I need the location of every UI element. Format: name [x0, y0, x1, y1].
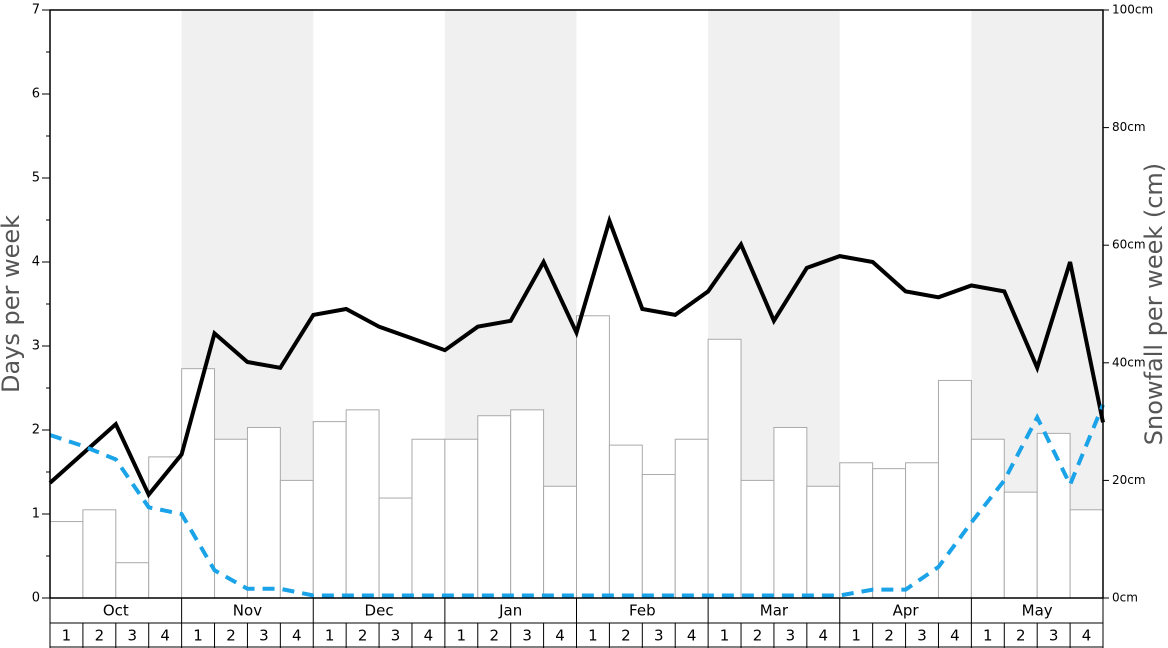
x-tick-label: 3	[786, 627, 796, 645]
x-tick-label: 3	[259, 627, 269, 645]
x-tick-label: 4	[160, 627, 170, 645]
x-tick-label: 1	[193, 627, 203, 645]
x-tick-label: 2	[489, 627, 499, 645]
bar	[1036, 432, 1071, 599]
bar	[1003, 491, 1038, 599]
y-tick-label: 2	[32, 423, 40, 438]
bar	[246, 426, 281, 599]
bar	[378, 497, 413, 599]
y-tick-label: 5	[32, 171, 40, 186]
bar	[312, 421, 347, 599]
y-tick-label: 7	[32, 3, 40, 18]
bar	[740, 479, 775, 599]
bar	[674, 438, 709, 599]
bar	[510, 409, 545, 599]
bar	[444, 438, 479, 599]
y2-tick-label: 20cm	[1112, 473, 1146, 487]
x-tick-label: 4	[687, 627, 697, 645]
x-tick-label: 3	[1049, 627, 1059, 645]
bar	[707, 338, 742, 599]
bar	[214, 438, 248, 599]
x-tick-label: 1	[457, 627, 467, 645]
bar	[839, 462, 874, 599]
x-tick-label: 3	[654, 627, 664, 645]
x-tick-label: 1	[62, 627, 72, 645]
y2-tick-label: 100cm	[1112, 3, 1153, 17]
bar	[872, 468, 907, 599]
y-axis-title: Days per week	[0, 215, 25, 393]
bar	[82, 509, 117, 599]
x-tick-label: 3	[917, 627, 927, 645]
x-tick-label: 4	[424, 627, 434, 645]
month-label: Jan	[498, 602, 522, 620]
month-label: Feb	[629, 602, 656, 620]
month-label: Mar	[760, 602, 789, 620]
x-tick-label: 2	[95, 627, 105, 645]
month-label: Oct	[103, 602, 129, 620]
line-series	[49, 404, 1105, 598]
x-tick-label: 2	[226, 627, 236, 645]
x-tick-label: 2	[358, 627, 368, 645]
bar	[937, 379, 972, 599]
x-tick-label: 1	[720, 627, 730, 645]
y-tick-label: 3	[32, 339, 40, 354]
y-tick-label: 6	[32, 87, 40, 102]
x-tick-label: 1	[983, 627, 993, 645]
y2-axis-title: Snowfall per week (cm)	[1140, 163, 1168, 445]
x-tick-label: 3	[522, 627, 532, 645]
month-label: Dec	[365, 602, 394, 620]
month-label: Apr	[893, 602, 920, 620]
bar	[411, 438, 446, 599]
bar	[773, 426, 808, 599]
x-tick-label: 2	[621, 627, 631, 645]
bar	[543, 485, 577, 599]
bar	[641, 474, 676, 599]
bar	[1069, 509, 1104, 599]
bar	[115, 562, 150, 599]
bar	[148, 456, 183, 599]
month-label: May	[1022, 602, 1053, 620]
y2-tick-label: 80cm	[1112, 120, 1146, 134]
x-tick-label: 4	[950, 627, 960, 645]
month-label: Nov	[233, 602, 262, 620]
x-tick-label: 2	[1016, 627, 1026, 645]
bar	[477, 415, 512, 599]
bar	[608, 444, 643, 599]
y2-tick-label: 0cm	[1112, 591, 1138, 605]
bar	[181, 368, 216, 599]
x-tick-label: 4	[555, 627, 565, 645]
line-series	[48, 214, 1105, 499]
x-tick-label: 3	[391, 627, 401, 645]
bar	[806, 485, 841, 599]
bar	[279, 479, 314, 599]
y2-tick-label: 60cm	[1112, 238, 1146, 252]
x-tick-label: 2	[884, 627, 894, 645]
bar	[576, 315, 610, 599]
x-tick-label: 4	[819, 627, 829, 645]
x-tick-label: 1	[851, 627, 861, 645]
x-tick-label: 2	[753, 627, 763, 645]
bar	[905, 462, 939, 599]
y-tick-label: 4	[32, 255, 40, 270]
y-tick-label: 0	[32, 591, 40, 606]
x-tick-label: 4	[292, 627, 302, 645]
x-tick-label: 1	[588, 627, 598, 645]
bar	[49, 521, 84, 599]
x-tick-label: 3	[127, 627, 137, 645]
x-tick-label: 4	[1082, 627, 1092, 645]
x-tick-label: 1	[325, 627, 335, 645]
y2-tick-label: 40cm	[1112, 355, 1146, 369]
y-tick-label: 1	[32, 507, 40, 522]
bar	[345, 409, 380, 599]
